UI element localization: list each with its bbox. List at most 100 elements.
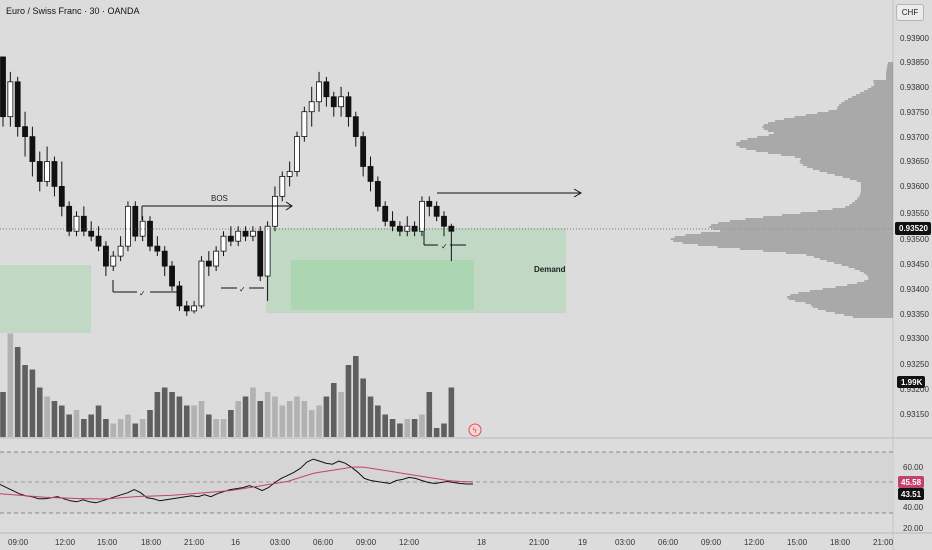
candle-body <box>316 81 322 103</box>
candle-body <box>73 215 80 232</box>
candle-body <box>242 230 249 237</box>
candle-body <box>279 176 286 197</box>
candle-body <box>154 245 161 252</box>
candle-body <box>139 220 146 237</box>
price-label: 0.93500 <box>900 235 929 244</box>
candle-body <box>103 245 109 267</box>
candle-body <box>257 230 264 277</box>
check-mark-1: ✓ <box>139 289 146 298</box>
currency-button[interactable]: CHF <box>896 4 924 21</box>
flash-icon[interactable] <box>468 423 482 437</box>
volume-bar <box>36 387 43 437</box>
candle-body <box>367 166 374 182</box>
candle-body <box>235 230 242 242</box>
volume-bar <box>330 383 337 437</box>
volume-bars <box>0 333 455 437</box>
volume-bar <box>353 356 359 437</box>
volume-bar <box>88 414 94 437</box>
symbol-title: Euro / Swiss Franc · 30 · OANDA <box>6 6 140 16</box>
volume-bar <box>338 392 344 437</box>
candle-body <box>169 265 175 287</box>
candle-body <box>330 96 337 108</box>
time-label: 12:00 <box>399 538 420 547</box>
volume-bar <box>183 405 190 437</box>
volume-bar <box>29 369 36 437</box>
volume-bar <box>81 419 87 437</box>
candle-body <box>374 181 381 207</box>
volume-bar <box>367 396 374 437</box>
price-label: 0.93800 <box>900 83 929 92</box>
volume-bar <box>397 423 403 437</box>
time-label: 15:00 <box>97 538 118 547</box>
time-label: 21:00 <box>184 538 205 547</box>
candle-body <box>161 250 168 267</box>
candle-body <box>80 215 87 232</box>
candle-body <box>147 220 153 247</box>
volume-bar <box>308 410 315 437</box>
volume-bar <box>375 405 381 437</box>
candle-body <box>294 136 300 172</box>
time-label: 03:00 <box>615 538 636 547</box>
candle-body <box>176 285 183 307</box>
time-label: 09:00 <box>356 538 377 547</box>
indicator-level: 60.00 <box>903 463 924 472</box>
volume-profile <box>670 62 893 318</box>
time-label: 09:00 <box>8 538 29 547</box>
price-label: 0.93150 <box>900 410 929 419</box>
candle-body <box>213 250 220 267</box>
candle-body <box>58 185 65 207</box>
price-label: 0.93600 <box>900 182 929 191</box>
bos-label: BOS <box>211 194 228 203</box>
candle-body <box>360 136 367 167</box>
volume-bar <box>51 401 58 437</box>
volume-bar <box>433 428 440 437</box>
volume-bar <box>264 392 271 437</box>
volume-bar <box>198 401 205 437</box>
price-label: 0.93250 <box>900 360 929 369</box>
time-label: 03:00 <box>270 538 291 547</box>
candle-body <box>0 56 6 118</box>
candle-body <box>308 101 315 113</box>
price-label: 0.93400 <box>900 285 929 294</box>
price-label: 0.93900 <box>900 34 929 43</box>
volume-bar <box>228 410 234 437</box>
price-label: 0.93550 <box>900 209 929 218</box>
time-label: 06:00 <box>658 538 679 547</box>
candle-body <box>44 161 50 182</box>
candle-body <box>345 96 352 118</box>
volume-bar <box>176 396 183 437</box>
oscillator-line <box>0 458 473 504</box>
candle-body <box>88 230 95 237</box>
indicator-level: 40.00 <box>903 503 924 512</box>
volume-bar <box>426 392 433 437</box>
volume-bar <box>294 396 300 437</box>
demand-zone-inner <box>291 260 474 310</box>
volume-bar <box>389 419 396 437</box>
volume-bar <box>59 405 65 437</box>
time-label: 12:00 <box>744 538 765 547</box>
volume-bar <box>301 401 308 437</box>
volume-bar <box>44 396 50 437</box>
candle-body <box>433 205 440 217</box>
volume-bar <box>242 396 249 437</box>
volume-badge-text: 1.99K <box>901 378 923 387</box>
check-mark-3: ✓ <box>441 242 448 251</box>
volume-bar <box>7 333 14 437</box>
volume-bar <box>147 410 153 437</box>
time-label: 19 <box>578 538 587 547</box>
candle-body <box>95 235 102 247</box>
volume-bar <box>154 392 161 437</box>
volume-bar <box>286 401 293 437</box>
indicator-badge-b <box>898 488 924 500</box>
candle-body <box>441 215 447 227</box>
volume-bar <box>103 419 109 437</box>
candle-body <box>22 126 28 137</box>
time-label: 21:00 <box>873 538 894 547</box>
candle-body <box>198 260 205 307</box>
indicator-level: 20.00 <box>903 524 924 533</box>
flash-glyph: ϟ <box>472 426 477 435</box>
volume-bar <box>139 419 146 437</box>
volume-bar <box>169 392 175 437</box>
volume-bar <box>132 423 139 437</box>
